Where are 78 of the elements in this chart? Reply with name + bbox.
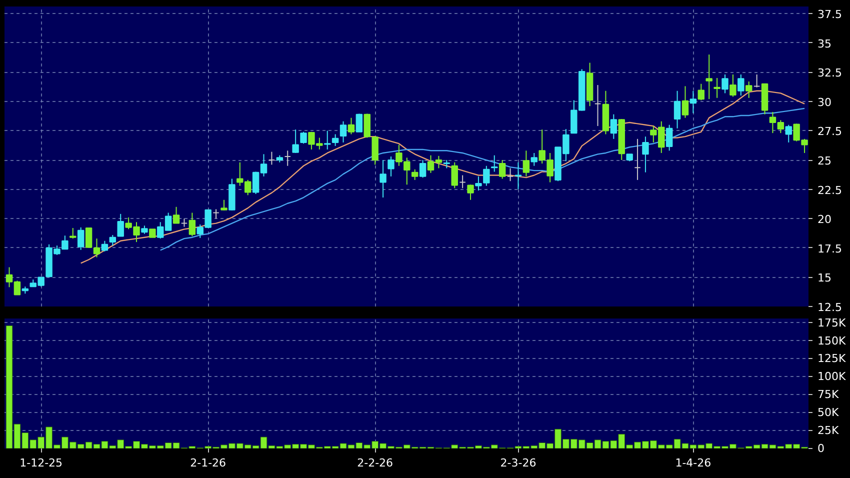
- y-tick-label: 100K: [818, 370, 846, 384]
- candlestick: [85, 227, 92, 248]
- candlestick: [610, 114, 618, 140]
- y-tick-label: 27.5: [818, 125, 842, 138]
- candlestick: [498, 160, 506, 180]
- candlestick: [356, 113, 363, 132]
- candlestick: [666, 124, 673, 152]
- candlestick: [491, 154, 498, 172]
- candlestick: [220, 199, 228, 211]
- candlestick: [268, 151, 276, 166]
- candlestick: [475, 176, 482, 191]
- y-tick-label: 50K: [818, 406, 840, 420]
- x-tick-label: 2-2-26: [357, 456, 394, 470]
- candlestick: [785, 124, 792, 143]
- candlestick: [642, 136, 649, 173]
- line-series: [160, 108, 806, 251]
- y-tick-label: 75K: [818, 388, 840, 402]
- candlestick: [388, 156, 394, 177]
- candlestick: [753, 74, 760, 88]
- candlestick: [340, 120, 347, 143]
- candlestick: [348, 117, 355, 135]
- x-tick-label: 2-1-26: [190, 456, 226, 470]
- candlestick: [634, 138, 641, 180]
- y-tick-label: 0: [818, 442, 824, 455]
- candlestick: [594, 84, 602, 127]
- y-tick-label: 15: [818, 272, 832, 285]
- candlestick: [109, 234, 116, 246]
- candlestick: [212, 208, 220, 220]
- y-tick-label: 25: [818, 154, 832, 168]
- candlestick: [738, 74, 744, 96]
- y-tick-label: 25K: [818, 424, 840, 438]
- candlestick: [706, 54, 712, 100]
- candlestick: [332, 134, 339, 146]
- y-tick-label: 32.5: [818, 66, 842, 80]
- candlestick: [467, 184, 474, 200]
- candlestick: [101, 240, 108, 252]
- candlestick: [714, 77, 720, 98]
- candlestick: [530, 152, 538, 166]
- candlestick: [117, 213, 124, 237]
- candlestick: [514, 162, 522, 190]
- candlestick: [411, 168, 418, 180]
- candlestick: [506, 168, 514, 182]
- candlestick: [284, 150, 291, 166]
- candlestick: [93, 238, 100, 258]
- candlestick: [172, 206, 180, 224]
- y-tick-label: 12.5: [818, 301, 842, 314]
- candlestick: [674, 90, 681, 129]
- x-tick-label: 1-12-25: [20, 456, 63, 470]
- y-tick-label: 150K: [818, 334, 846, 348]
- candlestick: [451, 162, 458, 189]
- y-tick-label: 37.5: [818, 8, 842, 22]
- candlestick: [483, 165, 490, 186]
- candlestick: [722, 74, 728, 94]
- y-tick-label: 30: [818, 96, 832, 109]
- candlestick: [730, 74, 736, 98]
- candlestick: [77, 226, 84, 250]
- y-tick-label: 125K: [818, 352, 846, 366]
- y-tick-label: 175K: [818, 316, 846, 330]
- candlestick: [180, 218, 188, 228]
- candlestick: [698, 83, 705, 101]
- y-tick-label: 17.5: [818, 242, 842, 256]
- candlestick: [300, 131, 307, 144]
- x-tick-label: 2-3-26: [500, 456, 536, 470]
- candlestick: [324, 130, 331, 150]
- candlestick: [745, 81, 752, 98]
- candlestick: [419, 160, 426, 178]
- y-tick-label: 22.5: [818, 184, 842, 197]
- candlestick: [70, 227, 76, 240]
- candlestick: [522, 150, 530, 177]
- x-tick-label: 1-4-26: [675, 456, 712, 470]
- y-tick-label: 35: [818, 37, 832, 50]
- candlestick: [292, 129, 299, 154]
- candlestick: [682, 86, 689, 118]
- candlestick: [690, 90, 697, 114]
- candlestick: [380, 160, 386, 198]
- candlestick: [188, 212, 196, 237]
- y-tick-label: 20: [818, 213, 832, 226]
- candlestick: [459, 174, 466, 189]
